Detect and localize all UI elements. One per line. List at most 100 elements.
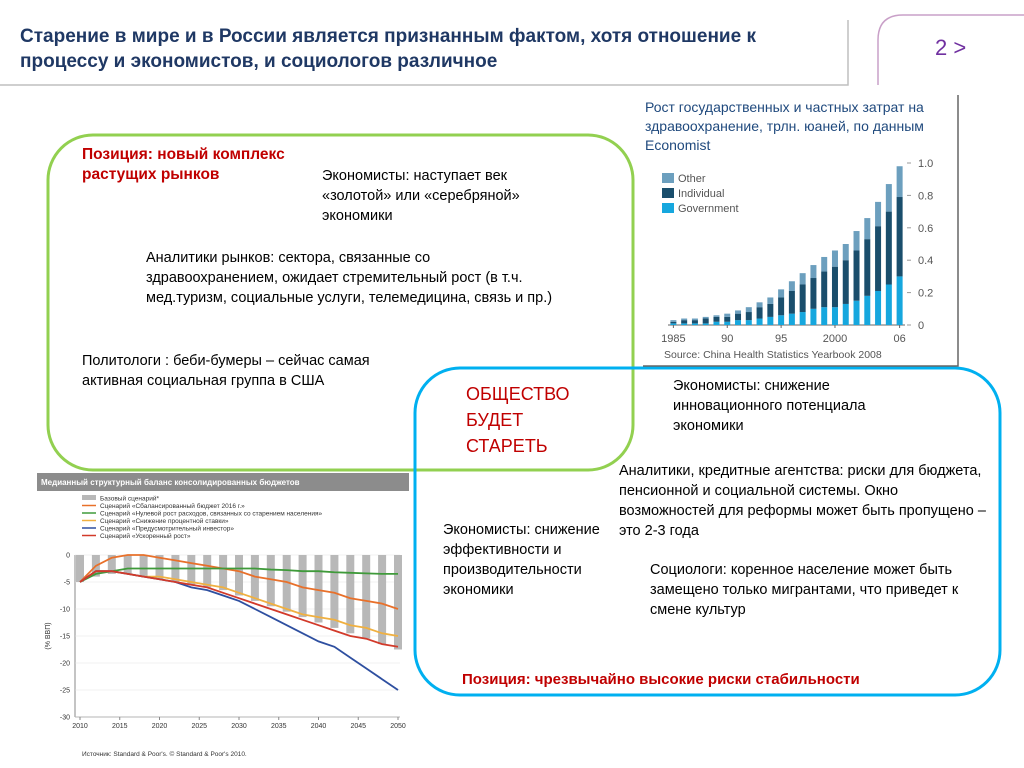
y-tick-label: 0.6 (918, 223, 933, 235)
y-tick-label: -25 (60, 688, 70, 695)
legend-label: Базовый сценарий* (100, 495, 159, 503)
legend-swatch (662, 203, 674, 213)
y-tick-label: 0 (918, 320, 924, 332)
legend-label: Сценарий «Нулевой рост расходов, связанн… (100, 510, 322, 518)
x-tick-label: 2025 (191, 723, 207, 730)
bar-segment (702, 323, 709, 325)
bar (235, 555, 243, 596)
bar-segment (788, 281, 795, 291)
bar-segment (691, 323, 698, 325)
bar-segment (831, 250, 838, 267)
bar-segment (853, 231, 860, 251)
bar-segment (702, 316, 709, 319)
y-tick-label: -30 (60, 715, 70, 722)
bar-segment (745, 312, 752, 321)
right-economists-efficiency: Экономисты: снижение эффективности и про… (443, 522, 600, 598)
bar-segment (831, 266, 838, 308)
y-tick-label: -20 (60, 661, 70, 668)
bar-segment (681, 320, 688, 324)
bar (330, 555, 339, 628)
bar (378, 555, 387, 645)
y-tick-label: 0 (66, 553, 70, 560)
y-tick-label: 0.8 (918, 190, 933, 202)
bar-segment (681, 318, 688, 321)
legend-swatch (82, 495, 96, 500)
header-rule (0, 20, 849, 86)
x-tick-label: 2000 (823, 333, 847, 345)
bar-segment (745, 307, 752, 313)
bar-segment (756, 302, 763, 308)
bar-segment (885, 184, 892, 212)
bar-segment (875, 201, 882, 227)
x-tick-label: 90 (721, 333, 733, 345)
bar-segment (853, 300, 860, 325)
bar (203, 555, 212, 588)
x-tick-label: 2030 (231, 723, 247, 730)
page-number: 2 > (935, 35, 967, 60)
x-tick-label: 2040 (311, 723, 327, 730)
blue-frame (413, 366, 1002, 697)
bar-segment (864, 218, 871, 240)
x-tick-label: 2015 (112, 723, 128, 730)
bar-segment (810, 308, 817, 325)
bar (362, 555, 371, 639)
page-box (877, 14, 1024, 85)
chart1-shadow (643, 95, 959, 367)
source: Source: China Health Statistics Yearbook… (664, 349, 882, 361)
legend-label: Сценарий «Сбалансированный бюджет 2016 г… (100, 502, 245, 510)
bar-segment (885, 284, 892, 325)
bar (219, 555, 228, 591)
bar-segment (799, 284, 806, 313)
x-tick-label: 1985 (661, 333, 685, 345)
y-tick-label: -15 (60, 634, 70, 641)
bar-segment (767, 316, 774, 325)
chart1: 0 0.2 0.4 0.6 0.8 1.0 1985 90 95 2000 06 Other Indiv… (661, 158, 933, 361)
x-tick-label: 2010 (72, 723, 88, 730)
bar-segment (778, 289, 785, 298)
left-position: Позиция: новый комплекс растущих рынков (82, 146, 285, 183)
bar-segment (681, 323, 688, 325)
x-tick-label: 2035 (271, 723, 287, 730)
bar-segment (713, 315, 720, 317)
bar-segment (691, 318, 698, 321)
bar (394, 555, 402, 650)
legend-label: Сценарий «Предусмотрительный инвестор» (100, 525, 234, 533)
bar-segment (670, 321, 677, 324)
bar-segment (691, 320, 698, 324)
bar-segment (885, 211, 892, 285)
bar (346, 555, 355, 634)
legend-label: Сценарий «Ускоренный рост» (100, 532, 191, 540)
bar (155, 555, 164, 580)
y-tick-label: 0.4 (918, 255, 933, 267)
x-tick-label: 2045 (350, 723, 366, 730)
line (79, 567, 398, 583)
chart2-header (37, 473, 409, 491)
bar-segment (724, 316, 731, 322)
bar-segment (875, 290, 882, 325)
bar-segment (896, 166, 903, 198)
bar-segment (896, 276, 903, 325)
bar-segment (713, 316, 720, 322)
y-tick-label: -5 (64, 580, 70, 587)
right-economists-innovation: Экономисты: снижение инновационного поте… (673, 378, 866, 434)
chart1-title: Рост государственных и частных затрат на… (645, 99, 924, 153)
bar-segment (799, 312, 806, 325)
bar-segment (767, 297, 774, 304)
legend-label: Individual (678, 188, 724, 200)
bar-segment (788, 313, 795, 325)
bar-segment (756, 307, 763, 319)
bar (282, 555, 291, 612)
bar-segment (821, 271, 828, 308)
x-tick-label: 95 (775, 333, 787, 345)
bar (76, 555, 84, 582)
source: Источник: Standard & Poor's. © Standard … (82, 750, 247, 758)
right-sociologists: Социологи: коренное население может быть… (650, 562, 959, 618)
bar-segment (735, 320, 742, 325)
legend-label: Government (678, 203, 739, 215)
legend-swatch (662, 188, 674, 198)
x-tick-label: 06 (893, 333, 905, 345)
bar-segment (724, 321, 731, 325)
y-tick-label: 0.2 (918, 288, 933, 300)
